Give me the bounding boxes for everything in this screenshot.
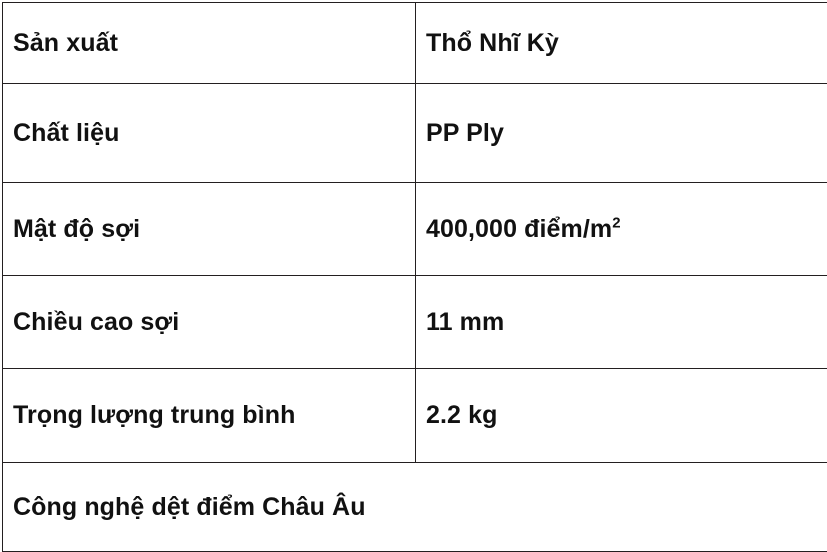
spec-label-cell: Mật độ sợi xyxy=(3,183,416,276)
spec-label-cell: Trọng lượng trung bình xyxy=(3,369,416,463)
table-row: Trọng lượng trung bình 2.2 kg xyxy=(3,369,827,463)
spec-label-cell: Sản xuất xyxy=(3,3,416,84)
table-row: Chiều cao sợi 11 mm xyxy=(3,276,827,369)
table-body: Sản xuất Thổ Nhĩ Kỳ Chất liệu PP Ply Mật… xyxy=(3,3,827,552)
spec-label-cell: Chất liệu xyxy=(3,84,416,183)
product-specification-table-container: Sản xuất Thổ Nhĩ Kỳ Chất liệu PP Ply Mật… xyxy=(2,2,823,545)
table-row: Mật độ sợi 400,000 điểm/m2 xyxy=(3,183,827,276)
spec-value-cell: PP Ply xyxy=(416,84,827,183)
spec-label-cell: Chiều cao sợi xyxy=(3,276,416,369)
table-row: Chất liệu PP Ply xyxy=(3,84,827,183)
spec-value-cell: Thổ Nhĩ Kỳ xyxy=(416,3,827,84)
spec-value-cell: 2.2 kg xyxy=(416,369,827,463)
spec-value-text: 400,000 điểm/m xyxy=(426,215,612,243)
spec-fullwidth-cell: Công nghệ dệt điểm Châu Âu xyxy=(3,463,827,552)
spec-value-cell: 11 mm xyxy=(416,276,827,369)
table-row: Công nghệ dệt điểm Châu Âu xyxy=(3,463,827,552)
spec-value-cell: 400,000 điểm/m2 xyxy=(416,183,827,276)
table-row: Sản xuất Thổ Nhĩ Kỳ xyxy=(3,3,827,84)
superscript-exponent: 2 xyxy=(612,214,620,231)
